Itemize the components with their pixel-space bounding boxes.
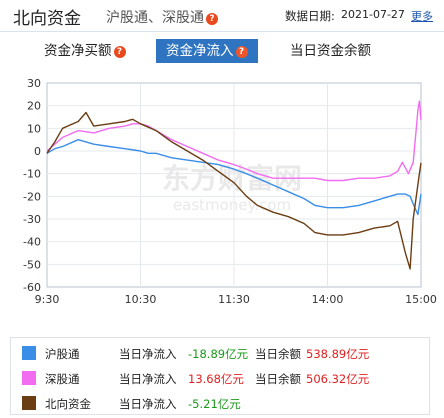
date-value: 2021-07-27 [341,8,405,21]
tab-net-inflow[interactable]: 资金净流入? [156,39,258,63]
tab-balance[interactable]: 当日资金余额 [290,39,371,63]
watermark-subtext: eastmoney.com [173,196,291,214]
series-line-2 [46,111,422,270]
help-icon[interactable]: ? [206,13,218,25]
legend-swatch-sgt [22,371,36,385]
x-tick-label: 14:00 [312,293,344,306]
y-tick-label: -60 [23,281,41,294]
legend-swatch-hgt [22,346,36,360]
inflow-label: 当日净流入 [119,397,177,411]
tab-balance-label: 当日资金余额 [290,43,371,59]
net-inflow-chart: 东方财富网eastmoney.com3020100-10-20-30-40-50… [23,77,437,306]
tab-net-inflow-label: 资金净流入 [166,43,234,59]
balance-value: 506.32亿元 [306,372,370,386]
balance-value: 538.89亿元 [306,347,370,361]
inflow-value: -18.89亿元 [188,347,249,361]
legend-swatch-bxzj [22,396,36,410]
legend-name: 沪股通 [45,347,80,361]
y-tick-label: -20 [23,190,41,203]
subtitle-text: 沪股通、深股通 [106,10,204,26]
x-tick-label: 11:30 [218,293,250,306]
legend-row-bxzj: 北向资金 当日净流入 -5.21亿元 [11,390,431,416]
y-tick-label: -50 [23,258,41,271]
tab-net-buy[interactable]: 资金净买额? [44,39,126,63]
legend-panel: 沪股通 当日净流入 -18.89亿元 当日余额 538.89亿元 深股通 当日净… [10,337,430,415]
y-tick-label: 10 [27,122,41,135]
page-subtitle: 沪股通、深股通? [106,7,218,27]
legend-name: 北向资金 [45,397,91,411]
y-tick-label: -10 [23,168,41,181]
inflow-value: 13.68亿元 [188,372,244,386]
y-tick-label: 0 [34,145,41,158]
inflow-label: 当日净流入 [119,347,177,361]
x-tick-label: 9:30 [35,293,60,306]
series-line-1 [46,100,422,182]
series-line-0 [46,139,422,216]
x-tick-label: 10:30 [125,293,157,306]
tab-bar: 资金净买额? 资金净流入? 当日资金余额 [0,39,444,63]
header-bar: 北向资金 沪股通、深股通? 数据日期: 2021-07-27 更多 [0,0,444,32]
legend-row-hgt: 沪股通 当日净流入 -18.89亿元 当日余额 538.89亿元 [11,340,431,366]
y-tick-label: 30 [27,77,41,90]
legend-name: 深股通 [45,372,80,386]
y-tick-label: 20 [27,100,41,113]
balance-label: 当日余额 [255,372,301,386]
date-label: 数据日期: [285,9,335,23]
inflow-label: 当日净流入 [119,372,177,386]
tab-net-buy-label: 资金净买额 [44,43,112,59]
help-icon[interactable]: ? [113,46,126,58]
help-icon[interactable]: ? [235,46,248,58]
inflow-value: -5.21亿元 [188,397,241,411]
more-link[interactable]: 更多 [411,10,433,23]
y-tick-label: -40 [23,236,41,249]
x-tick-label: 15:00 [405,293,437,306]
y-tick-label: -30 [23,213,41,226]
balance-label: 当日余额 [255,347,301,361]
legend-row-sgt: 深股通 当日净流入 13.68亿元 当日余额 506.32亿元 [11,365,431,391]
page-title: 北向资金 [13,9,81,29]
